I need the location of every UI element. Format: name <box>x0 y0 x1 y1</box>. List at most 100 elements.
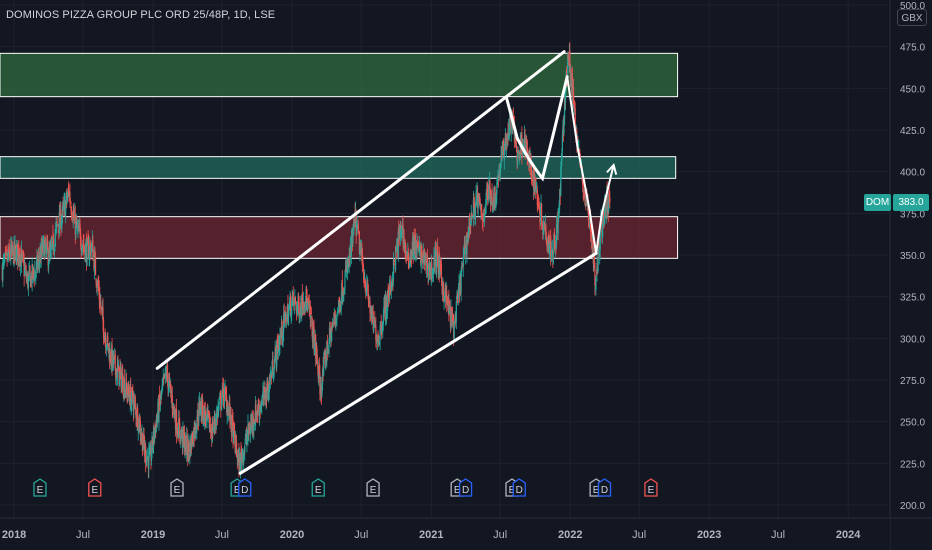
candle-body <box>135 408 137 419</box>
candle-body <box>88 254 90 260</box>
candle-body <box>269 375 271 381</box>
candle-body <box>123 377 125 396</box>
candle-body <box>63 201 65 210</box>
candle-body <box>546 242 548 246</box>
earnings-marker[interactable]: E <box>33 478 47 497</box>
dividend-marker[interactable]: D <box>458 478 473 497</box>
candle-body <box>380 321 382 330</box>
candle-body <box>474 204 477 218</box>
candle-body <box>246 437 249 439</box>
dividend-marker[interactable]: D <box>597 478 612 497</box>
candle-body <box>96 287 98 288</box>
earnings-marker[interactable]: E <box>311 478 325 497</box>
candle-body <box>313 326 315 352</box>
candle-body <box>337 300 340 308</box>
candle-body <box>555 224 558 245</box>
candle-body <box>307 301 309 310</box>
cup-handle-left-arm[interactable] <box>505 96 519 140</box>
candle-body <box>279 335 281 345</box>
candle-body <box>263 386 265 399</box>
candle-body <box>5 249 7 252</box>
candle-body <box>367 293 370 301</box>
candle-body <box>467 233 469 237</box>
time-tick-label: 2020 <box>280 529 304 541</box>
candle-body <box>332 321 334 328</box>
candle-body <box>423 250 425 255</box>
price-tick-label: 425.0 <box>900 126 925 137</box>
candle-body <box>256 413 259 415</box>
candle-body <box>563 122 565 134</box>
candle-body <box>499 165 502 172</box>
mid-resistance-zone[interactable] <box>0 156 677 179</box>
candle-body <box>239 452 242 473</box>
earnings-marker[interactable]: E <box>88 478 102 497</box>
dividend-marker[interactable]: D <box>512 478 526 497</box>
candle-body <box>65 201 67 215</box>
candle-body <box>408 263 410 265</box>
candle-body <box>217 407 219 417</box>
candle-body <box>80 232 82 246</box>
candle-body <box>125 381 128 388</box>
candle-body <box>487 192 489 196</box>
channel-lower-line[interactable] <box>238 251 598 475</box>
price-axis[interactable]: 200.0 225.0 250.0 275.0 300.0 325.0 350.0 375.0… <box>889 0 932 550</box>
candle-body <box>602 207 604 229</box>
candle-body <box>159 404 161 406</box>
earnings-marker[interactable]: E <box>644 478 658 497</box>
time-axis-bg <box>0 518 890 550</box>
candle-body <box>83 243 85 247</box>
dividend-marker[interactable]: D <box>238 478 252 497</box>
candle-body <box>371 309 373 315</box>
projection-arrow[interactable] <box>566 76 615 255</box>
candle-body <box>382 315 384 325</box>
candle-body <box>182 426 185 437</box>
candle-body <box>337 310 339 314</box>
candle-body <box>564 89 567 102</box>
candle-body <box>473 202 476 216</box>
candle-body <box>282 330 284 340</box>
trend-drawings[interactable] <box>155 50 618 475</box>
cup-curve[interactable] <box>515 75 569 182</box>
currency-button[interactable]: GBX <box>897 9 927 26</box>
time-axis[interactable]: 2018 Jul 2019 Jul 2020 Jul 2021 Jul 2022 Jul 2023 J… <box>0 517 932 550</box>
candle-body <box>503 153 505 161</box>
candle-body <box>418 245 421 251</box>
candle-body <box>177 430 179 434</box>
candle-body <box>14 244 16 252</box>
candle-body <box>240 449 242 455</box>
candle-body <box>188 442 190 453</box>
candle-body <box>509 118 511 123</box>
candle-body <box>8 247 10 260</box>
channel-upper-line[interactable] <box>155 50 566 370</box>
candle-body <box>73 210 75 219</box>
candle-body <box>194 423 196 433</box>
earnings-marker[interactable]: E <box>366 478 380 497</box>
candle-body <box>442 284 445 301</box>
candle-body <box>373 322 375 331</box>
candle-body <box>292 291 294 301</box>
candle-body <box>504 142 506 154</box>
candle-body <box>369 301 371 314</box>
event-marker-label: E <box>370 485 377 496</box>
candle-body <box>298 302 300 319</box>
candle-body <box>286 313 288 322</box>
upper-resistance-zone[interactable] <box>0 52 679 98</box>
candle-body <box>35 261 37 270</box>
candle-body <box>232 425 235 442</box>
support-zone[interactable] <box>0 216 679 259</box>
candle-body <box>293 299 295 307</box>
candle-body <box>440 264 443 280</box>
candle-body <box>64 200 66 202</box>
candle-body <box>303 306 306 309</box>
time-tick-label: 2023 <box>697 529 721 541</box>
candle-body <box>401 229 403 235</box>
candle-body <box>483 214 486 222</box>
candle-body <box>312 327 314 341</box>
earnings-marker[interactable]: E <box>170 478 184 497</box>
candle-body <box>299 317 301 322</box>
time-tick-label: 2024 <box>836 529 861 541</box>
time-tick-label: Jul <box>354 529 368 541</box>
candle-body <box>56 222 58 223</box>
